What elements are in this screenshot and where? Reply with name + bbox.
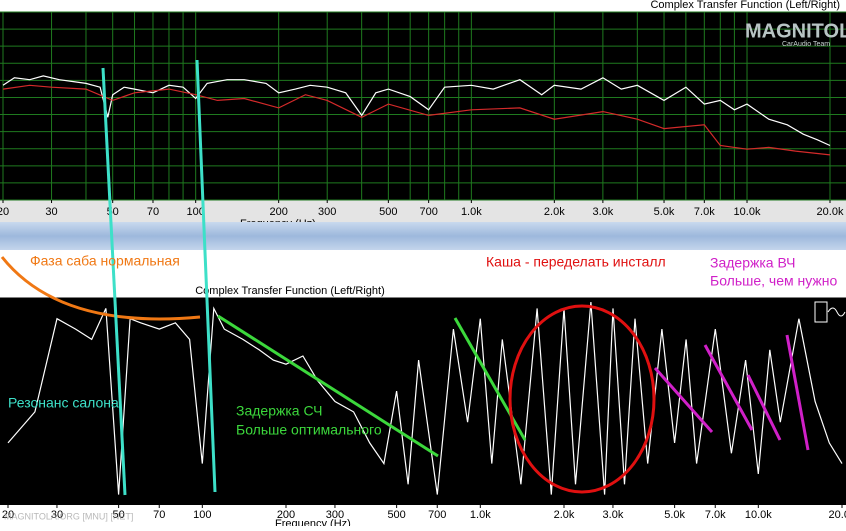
x-axis-band bbox=[0, 505, 846, 526]
x-tick-label: 300 bbox=[318, 206, 336, 218]
x-tick-label: 30 bbox=[51, 509, 63, 521]
x-tick-label: 50 bbox=[107, 206, 119, 218]
x-tick-label: 50 bbox=[113, 509, 125, 521]
series-group bbox=[7, 302, 843, 495]
x-tick-label: 70 bbox=[147, 206, 159, 218]
x-tick-label: 10.0k bbox=[745, 509, 772, 521]
annotation-curve bbox=[0, 256, 201, 321]
x-tick-label: 1.0k bbox=[461, 206, 482, 218]
annotation-line bbox=[453, 317, 527, 441]
watermark-sub: CarAudio Team bbox=[782, 41, 830, 48]
annotation-line bbox=[217, 314, 439, 458]
annotation-text: Больше оптимального bbox=[236, 422, 382, 438]
chart-title: Complex Transfer Function (Left/Right) bbox=[195, 285, 385, 297]
series-group bbox=[2, 75, 831, 156]
x-tick-label: 200 bbox=[269, 206, 287, 218]
x-tick-label: 7.0k bbox=[694, 206, 715, 218]
window-band bbox=[0, 222, 846, 250]
x-tick-label: 1.0k bbox=[470, 509, 491, 521]
annotation-line bbox=[746, 374, 782, 441]
x-axis-label: Frequency (Hz) bbox=[275, 518, 351, 526]
x-tick-label: 5.0k bbox=[664, 509, 685, 521]
annotation-text: Резонанс салона bbox=[8, 395, 119, 411]
x-tick-label: 7.0k bbox=[705, 509, 726, 521]
x-tick-label: 3.0k bbox=[603, 509, 624, 521]
x-tick-label: 20 bbox=[2, 509, 14, 521]
x-tick-label: 3.0k bbox=[592, 206, 613, 218]
x-tick-label: 20.0k bbox=[829, 509, 846, 521]
grid bbox=[0, 11, 846, 201]
annotation-text: Задержка ВЧ bbox=[710, 255, 796, 271]
annotation-line bbox=[195, 59, 217, 493]
watermark-brand: MAGNITOLA bbox=[745, 20, 846, 42]
annotation-line bbox=[653, 367, 714, 433]
annotation-line bbox=[785, 334, 810, 451]
chart: 20 30 50 70 100 200 300 500 700 1.0k 2.0k 3.0k 5.0k 7… bbox=[0, 298, 846, 530]
x-tick-label: 5.0k bbox=[654, 206, 675, 218]
x-tick-label: 30 bbox=[45, 206, 57, 218]
x-tick-label: 700 bbox=[428, 509, 446, 521]
st-icon bbox=[814, 301, 846, 323]
x-tick-label: 200 bbox=[277, 509, 295, 521]
annotation-text: Задержка СЧ bbox=[236, 403, 322, 419]
x-tick-label: 20.0k bbox=[817, 206, 844, 218]
annotation-text: Фаза саба нормальная bbox=[30, 253, 180, 269]
annotation-line bbox=[101, 67, 127, 496]
annotation-ellipse bbox=[508, 304, 656, 494]
x-tick-label: 500 bbox=[387, 509, 405, 521]
annotation-text: Каша - переделать инсталл bbox=[486, 254, 666, 270]
x-tick-label: 2.0k bbox=[554, 509, 575, 521]
x-tick-label: 20 bbox=[0, 206, 9, 218]
x-tick-label: 70 bbox=[153, 509, 165, 521]
x-tick-label: 100 bbox=[187, 206, 205, 218]
x-tick-label: 500 bbox=[379, 206, 397, 218]
x-tick-label: 700 bbox=[419, 206, 437, 218]
chart-title: Complex Transfer Function (Left/Right) bbox=[650, 0, 840, 11]
annotation-line bbox=[703, 344, 754, 431]
series-line bbox=[7, 302, 843, 495]
x-tick-label: 100 bbox=[193, 509, 211, 521]
x-tick-label: 10.0k bbox=[734, 206, 761, 218]
series-line bbox=[2, 75, 831, 147]
x-axis-band bbox=[0, 200, 846, 222]
chart: 20 30 50 70 100 200 300 500 700 1.0k 2.0k 3.0k 5.0k 7… bbox=[0, 11, 846, 230]
x-tick-label: 300 bbox=[326, 509, 344, 521]
x-tick-label: 2.0k bbox=[544, 206, 565, 218]
annotation-text: Больше, чем нужно bbox=[710, 273, 838, 289]
watermark-bottom: MAGNITOLA.ORG [MNU] [NET] bbox=[4, 511, 133, 521]
plot-area bbox=[0, 298, 846, 505]
series-line bbox=[2, 84, 831, 156]
